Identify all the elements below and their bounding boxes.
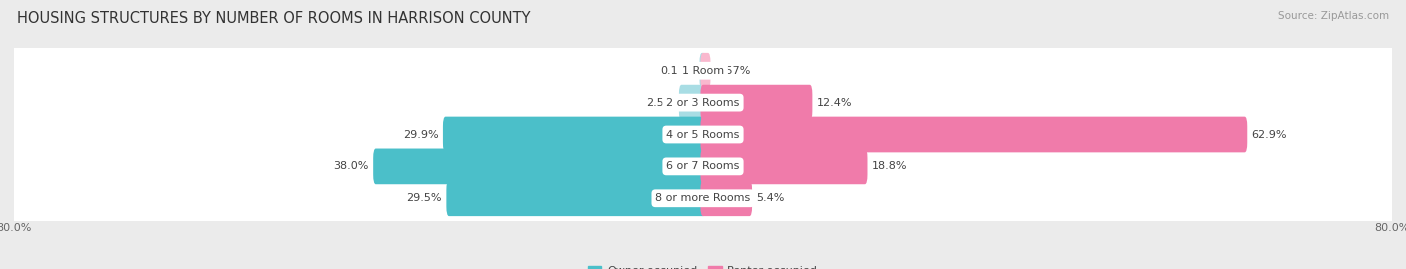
Text: 2.5%: 2.5% — [647, 98, 675, 108]
Text: 5.4%: 5.4% — [756, 193, 785, 203]
Text: 6 or 7 Rooms: 6 or 7 Rooms — [666, 161, 740, 171]
Text: 1 Room: 1 Room — [682, 66, 724, 76]
FancyBboxPatch shape — [679, 85, 706, 121]
Text: 2 or 3 Rooms: 2 or 3 Rooms — [666, 98, 740, 108]
Text: 38.0%: 38.0% — [333, 161, 368, 171]
Legend: Owner-occupied, Renter-occupied: Owner-occupied, Renter-occupied — [583, 261, 823, 269]
FancyBboxPatch shape — [700, 53, 710, 89]
FancyBboxPatch shape — [700, 148, 868, 184]
FancyBboxPatch shape — [0, 0, 1406, 148]
Text: 0.11%: 0.11% — [659, 66, 695, 76]
Text: 62.9%: 62.9% — [1251, 129, 1286, 140]
FancyBboxPatch shape — [0, 25, 1406, 180]
Text: Source: ZipAtlas.com: Source: ZipAtlas.com — [1278, 11, 1389, 21]
FancyBboxPatch shape — [0, 89, 1406, 244]
Text: 8 or more Rooms: 8 or more Rooms — [655, 193, 751, 203]
Text: HOUSING STRUCTURES BY NUMBER OF ROOMS IN HARRISON COUNTY: HOUSING STRUCTURES BY NUMBER OF ROOMS IN… — [17, 11, 530, 26]
Text: 4 or 5 Rooms: 4 or 5 Rooms — [666, 129, 740, 140]
Text: 29.9%: 29.9% — [404, 129, 439, 140]
FancyBboxPatch shape — [0, 57, 1406, 212]
FancyBboxPatch shape — [0, 121, 1406, 269]
FancyBboxPatch shape — [700, 85, 813, 121]
Text: 18.8%: 18.8% — [872, 161, 907, 171]
FancyBboxPatch shape — [373, 148, 706, 184]
Text: 0.57%: 0.57% — [714, 66, 751, 76]
FancyBboxPatch shape — [700, 117, 1247, 152]
Text: 12.4%: 12.4% — [817, 98, 852, 108]
FancyBboxPatch shape — [700, 180, 752, 216]
FancyBboxPatch shape — [443, 117, 706, 152]
FancyBboxPatch shape — [699, 53, 706, 89]
FancyBboxPatch shape — [446, 180, 706, 216]
Text: 29.5%: 29.5% — [406, 193, 441, 203]
